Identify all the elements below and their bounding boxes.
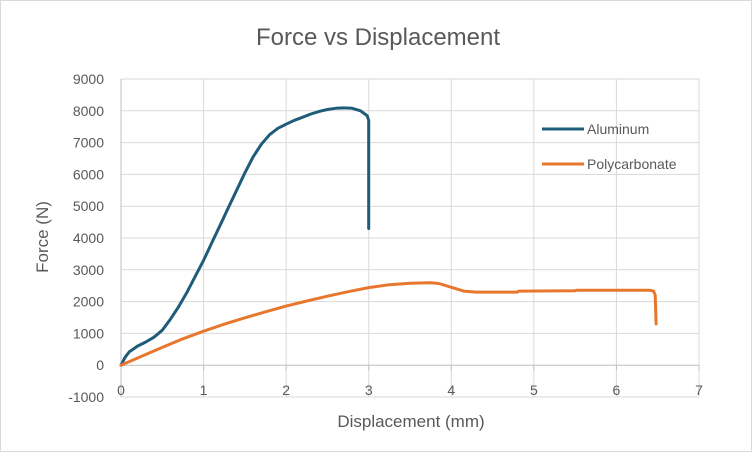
y-tick-label: 0 (96, 357, 104, 373)
tick-labels: -1000 0 1000 2000 3000 4000 5000 6000 7000 8000 90… (68, 71, 703, 405)
series-lines (119, 106, 658, 367)
x-tick-label: 7 (695, 382, 703, 398)
axes (120, 79, 700, 397)
x-tick-label: 5 (530, 382, 538, 398)
series-line-aluminum (119, 106, 371, 367)
legend-label-aluminum: Aluminum (587, 121, 649, 137)
x-axis-label: Displacement (mm) (337, 412, 484, 431)
y-axis-label: Force (N) (33, 201, 52, 273)
y-tick-label: -1000 (68, 389, 104, 405)
x-tick-label: 1 (200, 382, 208, 398)
y-tick-label: 8000 (73, 103, 104, 119)
x-tick-label: 4 (447, 382, 455, 398)
legend: Aluminum Polycarbonate (542, 121, 677, 172)
x-tick-label: 0 (117, 382, 125, 398)
grid-lines (121, 78, 700, 398)
y-tick-label: 6000 (73, 166, 104, 182)
y-tick-label: 2000 (73, 294, 104, 310)
chart-title: Force vs Displacement (256, 24, 500, 51)
x-tick-label: 6 (613, 382, 621, 398)
y-tick-label: 7000 (73, 135, 104, 151)
series-line-polycarbonate (119, 281, 658, 367)
legend-label-polycarbonate: Polycarbonate (587, 156, 677, 172)
y-tick-label: 4000 (73, 230, 104, 246)
x-tick-label: 2 (282, 382, 290, 398)
y-tick-label: 9000 (73, 71, 104, 87)
y-tick-label: 1000 (73, 325, 104, 341)
y-tick-label: 5000 (73, 198, 104, 214)
y-tick-label: 3000 (73, 262, 104, 278)
x-tick-label: 3 (365, 382, 373, 398)
